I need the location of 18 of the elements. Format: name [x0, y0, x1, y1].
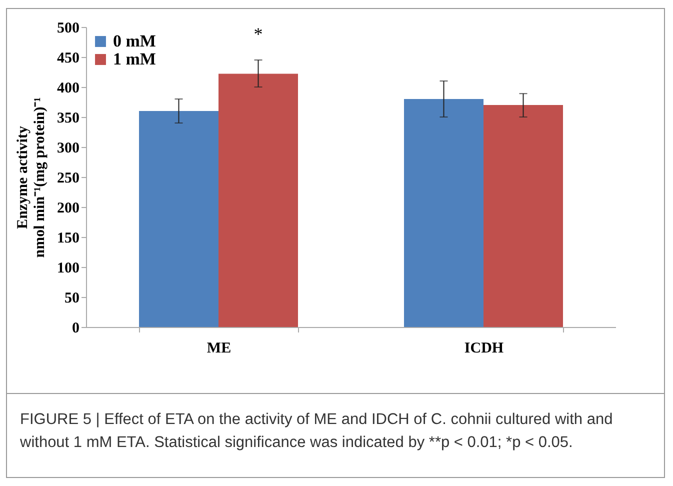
y-tick-label: 500 [57, 20, 80, 36]
x-tick-label: ME [206, 340, 232, 356]
y-tick-label: 300 [57, 140, 80, 156]
x-tick-label: ICDH [464, 340, 504, 356]
legend-label: 1 mM [113, 50, 156, 68]
annotation: * [254, 24, 263, 44]
y-tick-label: 50 [64, 290, 80, 306]
y-tick-label: 350 [57, 110, 80, 126]
caption: FIGURE 5 | Effect of ETA on the activity of ME and IDCH of C. cohnii cultured with and without 1 mM ETA. Statistical significance was indicated by **p < 0.01; *p < 0.05. [20, 410, 614, 453]
legend-label: 0 mM [113, 32, 156, 50]
y-tick-label: 150 [57, 230, 80, 246]
y-tick-label: 400 [57, 80, 80, 96]
y-tick-label: 100 [57, 260, 80, 276]
y-tick-label: 200 [57, 200, 80, 216]
y-tick-label: 250 [57, 170, 80, 186]
y-tick-label: 0 [72, 320, 80, 336]
y-tick-label: 450 [57, 50, 80, 66]
y-axis-title: Enzyme activity nmol min⁻¹(mg protein)⁻¹ [15, 97, 48, 258]
